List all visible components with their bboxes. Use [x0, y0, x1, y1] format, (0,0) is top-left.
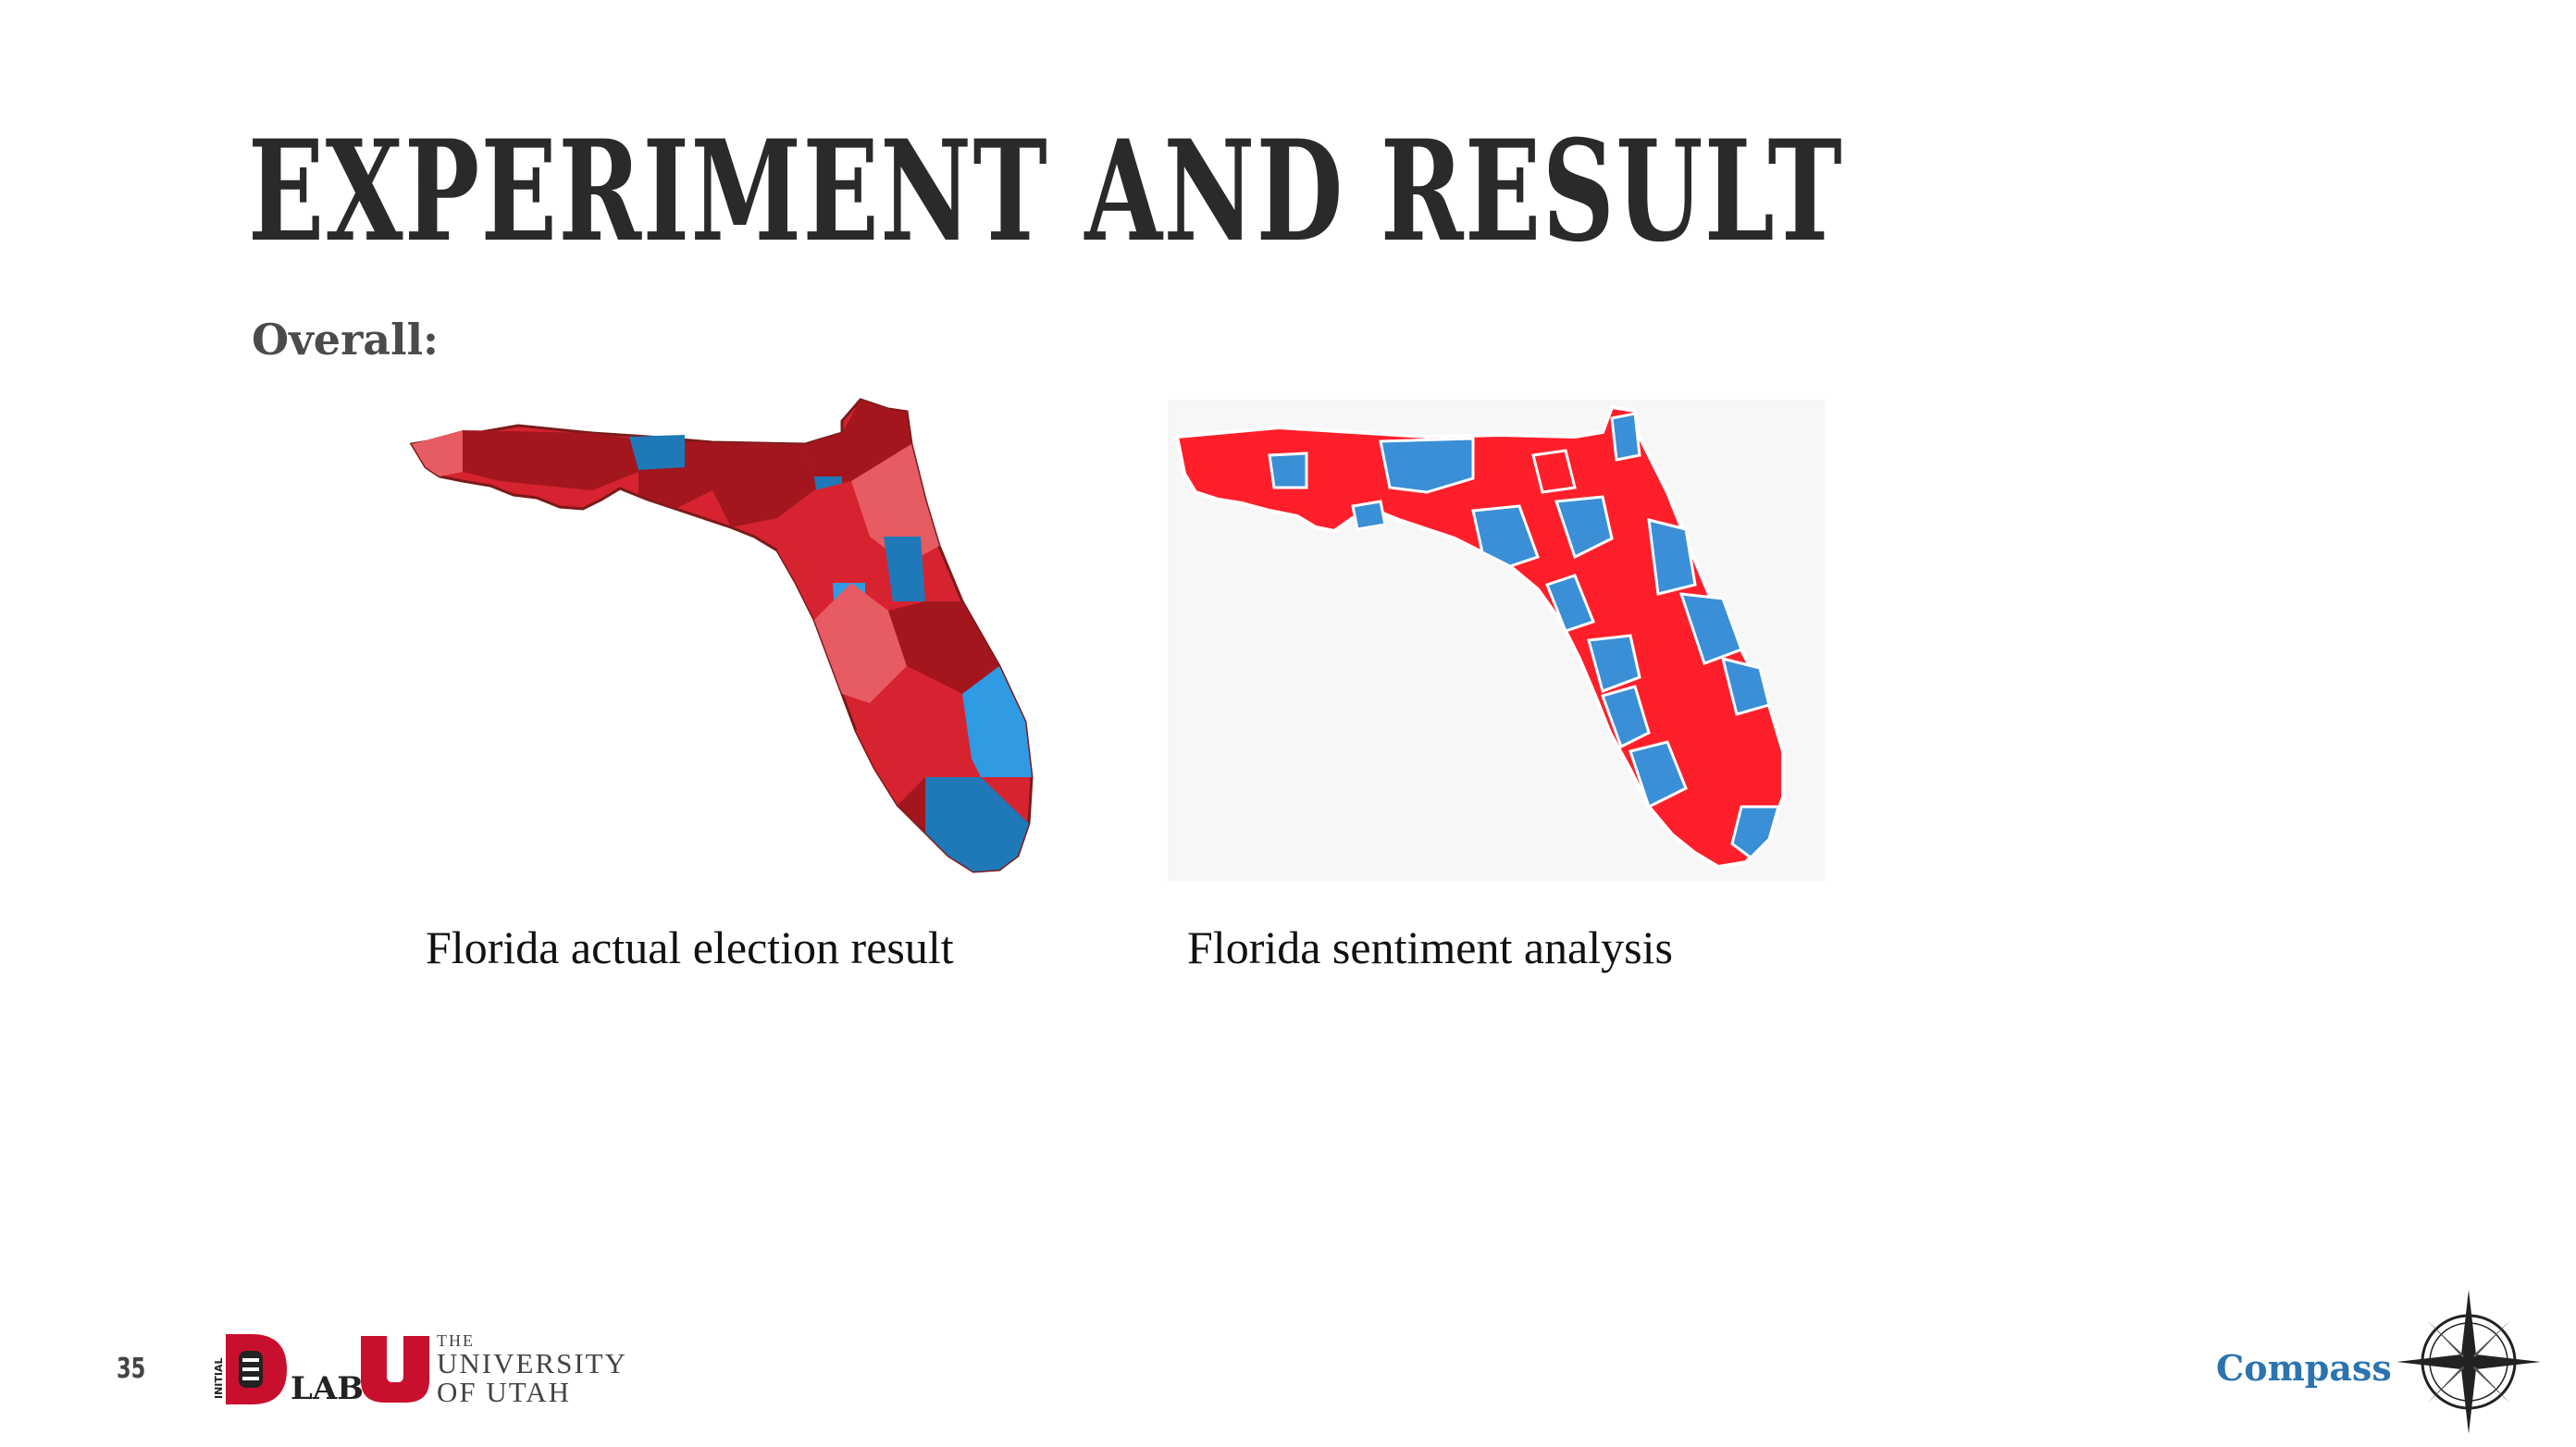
university-u-icon	[361, 1336, 429, 1403]
university-line2: OF UTAH	[437, 1376, 571, 1408]
florida-sentiment-map-graphic	[1168, 400, 1825, 881]
slide-title: EXPERIMENT AND RESULT	[248, 110, 1844, 273]
university-name: THE UNIVERSITY OF UTAH	[437, 1332, 627, 1406]
county-region	[1379, 437, 1475, 494]
university-line1: UNIVERSITY	[437, 1347, 627, 1379]
county-region	[1351, 500, 1387, 531]
county-region	[1647, 518, 1697, 596]
university-the: THE	[437, 1331, 475, 1350]
page-number: 35	[117, 1353, 146, 1385]
dlab-university-logo: INITIAL LAB	[213, 1325, 631, 1408]
county-region	[1554, 495, 1614, 560]
county-region	[851, 444, 939, 564]
county-region	[1601, 685, 1651, 749]
county-region	[1268, 451, 1308, 489]
county-region	[1730, 805, 1780, 860]
county-region	[712, 442, 814, 527]
florida-election-map-graphic	[409, 398, 1034, 873]
county-region	[412, 430, 463, 476]
county-region	[884, 537, 925, 601]
county-region	[1545, 574, 1595, 633]
county-region	[1471, 504, 1540, 568]
county-region	[856, 666, 972, 805]
county-region	[962, 666, 1032, 777]
logo-vertical-text: INITIAL	[215, 1357, 225, 1399]
county-region	[1720, 656, 1771, 716]
map-caption-election: Florida actual election result	[426, 921, 954, 973]
compass-rose-icon	[2395, 1288, 2543, 1436]
county-region	[463, 430, 638, 490]
county-region	[898, 777, 925, 833]
map-caption-sentiment: Florida sentiment analysis	[1187, 921, 1673, 973]
county-region	[1610, 412, 1641, 462]
florida-sentiment-map	[1168, 400, 1825, 881]
county-region	[1629, 740, 1688, 810]
section-subtitle: Overall:	[252, 315, 440, 365]
logo-lab-text: LAB	[291, 1370, 364, 1407]
county-region	[1678, 592, 1743, 665]
county-region	[629, 435, 685, 470]
florida-election-map	[407, 389, 1055, 879]
compass-brand-label: Compass	[2216, 1347, 2392, 1389]
county-region	[925, 777, 1029, 872]
county-region	[1531, 449, 1577, 494]
county-region	[1587, 634, 1641, 693]
county-region	[814, 583, 907, 703]
